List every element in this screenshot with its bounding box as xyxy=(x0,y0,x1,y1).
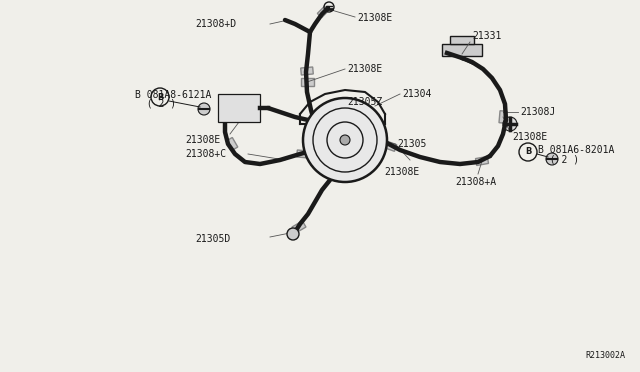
Text: 21308E: 21308E xyxy=(512,132,547,142)
Text: B: B xyxy=(157,93,163,102)
Text: 21304: 21304 xyxy=(402,89,431,99)
Text: 21308+C: 21308+C xyxy=(185,149,226,159)
Circle shape xyxy=(303,98,387,182)
Bar xyxy=(317,6,329,17)
Text: 21308+A: 21308+A xyxy=(455,177,496,187)
Text: B 081A6-8201A: B 081A6-8201A xyxy=(538,145,614,155)
Bar xyxy=(297,150,309,158)
Bar xyxy=(301,67,314,75)
Bar xyxy=(499,111,507,123)
Bar xyxy=(442,44,482,56)
Circle shape xyxy=(340,135,350,145)
Text: B 081A8-6121A: B 081A8-6121A xyxy=(135,90,211,100)
Bar xyxy=(292,221,306,233)
Bar xyxy=(383,141,397,151)
Bar xyxy=(450,36,474,44)
Circle shape xyxy=(503,117,517,131)
Bar xyxy=(476,157,488,166)
Text: 21305: 21305 xyxy=(397,139,426,149)
Text: R213002A: R213002A xyxy=(585,351,625,360)
Text: ( 2 ): ( 2 ) xyxy=(135,99,176,109)
Text: 21308+D: 21308+D xyxy=(195,19,236,29)
Bar xyxy=(301,78,314,86)
Bar xyxy=(218,94,260,122)
Text: 21305D: 21305D xyxy=(195,234,230,244)
Text: B: B xyxy=(525,148,531,157)
Text: 21331: 21331 xyxy=(472,31,501,41)
Text: 21308E: 21308E xyxy=(357,13,392,23)
Text: ( 2 ): ( 2 ) xyxy=(538,154,579,164)
Text: 21308E: 21308E xyxy=(185,135,220,145)
Bar xyxy=(226,138,238,151)
Circle shape xyxy=(546,153,558,165)
Text: 21308J: 21308J xyxy=(520,107,556,117)
Circle shape xyxy=(198,103,210,115)
Text: 21308E: 21308E xyxy=(384,167,419,177)
Circle shape xyxy=(287,228,299,240)
Text: 21308E: 21308E xyxy=(347,64,382,74)
Text: 21305Z: 21305Z xyxy=(347,97,382,107)
